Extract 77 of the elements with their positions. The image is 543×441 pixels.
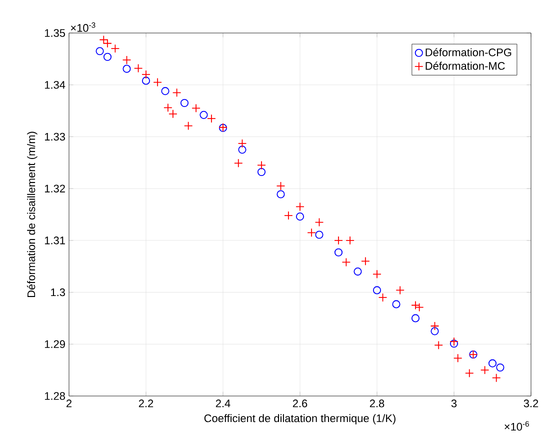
point bbox=[378, 293, 388, 302]
point bbox=[142, 70, 150, 79]
point bbox=[142, 76, 150, 85]
point bbox=[372, 286, 382, 294]
x-tick-label: 3 bbox=[451, 400, 457, 408]
x-tick-label: 3.2 bbox=[524, 400, 538, 408]
text: ×10$^{-6}$ bbox=[504, 421, 529, 431]
point bbox=[161, 87, 170, 96]
point bbox=[354, 268, 362, 276]
y-tick-label: 1.29 bbox=[44, 340, 65, 348]
point bbox=[238, 139, 247, 148]
x-tick-label: 2 bbox=[66, 400, 72, 408]
y-tick-label: 1.32 bbox=[44, 184, 65, 192]
legend-label: Déformation-CPG bbox=[426, 48, 512, 56]
x-tick-label: 2.4 bbox=[216, 400, 230, 408]
y-tick-label: 1.3 bbox=[51, 288, 65, 296]
y-tick-label: 1.28 bbox=[44, 392, 65, 400]
point bbox=[207, 114, 216, 123]
text: ×10$^{-3}$ bbox=[70, 22, 96, 32]
point bbox=[372, 270, 382, 279]
point bbox=[342, 258, 351, 267]
point bbox=[122, 56, 132, 64]
point bbox=[450, 337, 458, 346]
point bbox=[122, 64, 131, 73]
point bbox=[110, 44, 120, 53]
point bbox=[238, 146, 246, 154]
point bbox=[488, 359, 497, 368]
y-tick-label: 1.34 bbox=[44, 80, 66, 89]
legend-label: Déformation-MC bbox=[426, 62, 505, 70]
point bbox=[284, 211, 293, 220]
point bbox=[392, 300, 400, 308]
point bbox=[257, 160, 266, 170]
point bbox=[234, 158, 243, 168]
point bbox=[103, 38, 112, 48]
point bbox=[307, 228, 316, 238]
point bbox=[296, 212, 304, 221]
point bbox=[361, 256, 370, 266]
point bbox=[496, 363, 504, 372]
point bbox=[411, 314, 420, 322]
x-tick-label: 2.8 bbox=[370, 400, 384, 408]
point bbox=[315, 230, 324, 239]
point bbox=[411, 300, 420, 310]
point bbox=[103, 52, 112, 61]
x-axis-title: Coefficient de dilatation thermique (1/K) bbox=[204, 414, 396, 424]
point bbox=[192, 104, 200, 113]
point bbox=[334, 248, 343, 256]
point bbox=[172, 88, 182, 98]
point bbox=[480, 366, 490, 375]
point bbox=[334, 236, 343, 245]
point bbox=[453, 354, 462, 363]
point bbox=[96, 47, 104, 56]
point bbox=[180, 98, 189, 108]
point bbox=[296, 202, 304, 212]
y-tick-label: 1.35 bbox=[44, 29, 66, 37]
point bbox=[450, 340, 458, 348]
point bbox=[200, 110, 208, 119]
point bbox=[153, 78, 162, 87]
x-tick-label: 2.6 bbox=[292, 400, 308, 408]
point bbox=[430, 322, 440, 330]
point bbox=[434, 340, 444, 350]
point bbox=[276, 190, 285, 198]
point bbox=[184, 121, 193, 130]
y-axis-title: Déformation de cisaillement (m/m) bbox=[26, 132, 38, 298]
point bbox=[99, 35, 108, 44]
point bbox=[346, 236, 354, 245]
point bbox=[276, 182, 286, 190]
point bbox=[314, 218, 324, 227]
y-tick-label: 1.33 bbox=[44, 132, 65, 141]
point bbox=[257, 168, 266, 176]
point bbox=[134, 64, 143, 73]
point bbox=[464, 368, 474, 378]
y-tick-label: 1.31 bbox=[44, 236, 65, 244]
point bbox=[414, 302, 424, 312]
point bbox=[430, 327, 439, 336]
x-tick-label: 2.2 bbox=[138, 400, 154, 408]
point bbox=[492, 373, 501, 382]
point bbox=[396, 286, 405, 295]
